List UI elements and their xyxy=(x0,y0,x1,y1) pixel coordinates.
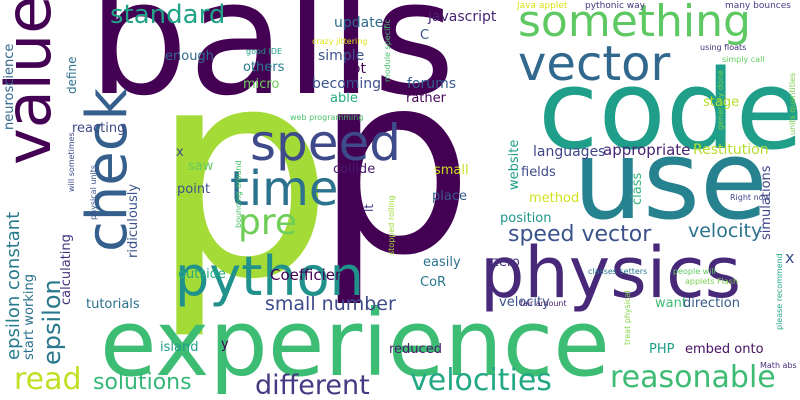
word-module-specific: module specific xyxy=(383,19,392,82)
word-please-recommend: please recommend xyxy=(775,253,784,330)
word-define: define xyxy=(65,56,79,94)
word-code: code xyxy=(538,46,800,174)
word-velocity: velocity xyxy=(688,220,763,242)
word-cor: CoR xyxy=(420,275,447,290)
word-languages: languages xyxy=(533,144,606,160)
word-people-will: people will xyxy=(673,267,716,276)
word-fields: fields xyxy=(521,165,556,180)
word-outside: outside xyxy=(178,267,226,282)
word-java-applet: Java applet xyxy=(517,1,568,11)
word-direction: direction xyxy=(683,296,740,311)
word-small: small xyxy=(434,163,469,178)
word-want: want xyxy=(655,296,687,311)
word-point: point xyxy=(177,182,211,197)
word-time: time xyxy=(230,161,339,217)
word-embed-onto: embed onto xyxy=(685,342,764,357)
word-lot: lot xyxy=(348,61,366,77)
word-reasonable: reasonable xyxy=(610,360,776,395)
word-speed-vector: speed vector xyxy=(508,222,652,247)
word-fair-amount: fair amount xyxy=(520,299,567,308)
word-something: something xyxy=(518,0,751,47)
word-speed: speed xyxy=(250,114,402,172)
word-python: python xyxy=(175,245,364,308)
word-different: different xyxy=(255,370,370,400)
word-collide: collide xyxy=(333,162,376,177)
word-saw: saw xyxy=(188,159,214,174)
word-coefficient: Coefficient xyxy=(270,266,351,284)
word-reacting: reacting xyxy=(72,121,126,136)
word-use: use xyxy=(573,116,768,244)
word-physical-units: physical units xyxy=(89,164,98,220)
word-stage: stage xyxy=(703,95,740,110)
word-many-bounces: many bounces xyxy=(725,1,791,11)
word-p-purple: p xyxy=(315,19,474,310)
word-others: others xyxy=(243,60,285,75)
word-pythonic-way: pythonic way xyxy=(585,1,645,11)
word-update: update xyxy=(334,15,384,31)
word-experience: experience xyxy=(100,290,610,397)
word-php: PHP xyxy=(649,342,675,357)
word-bouncing-around: bouncing around xyxy=(234,160,243,228)
word-stopped-rolling: stopped rolling xyxy=(387,195,396,255)
word-x-right: x xyxy=(785,248,795,267)
word-treat-physical: treat physical xyxy=(623,290,632,345)
word-good-ide: good IDE xyxy=(246,47,283,56)
word-easily: easily xyxy=(423,255,461,270)
word-class: class xyxy=(630,172,645,205)
word-simulations: simulations xyxy=(759,165,774,240)
word-crazy-jittering: crazy jittering xyxy=(312,37,368,46)
word-zero: zero xyxy=(492,255,520,270)
word-restitution: Restitution xyxy=(693,142,769,158)
word-y: y xyxy=(221,337,229,352)
word-forums: forums xyxy=(407,76,457,92)
word-will-sometimes: will sometimes xyxy=(67,132,76,192)
word-ridiculously: ridiculously xyxy=(126,183,141,258)
word-island: island xyxy=(160,340,199,355)
word-units-quantities: units quantities xyxy=(788,72,797,135)
word-epsilon-constant: epsilon constant xyxy=(3,211,24,360)
word-enough: enough xyxy=(165,49,214,64)
word-method: method xyxy=(529,191,580,206)
word-applets-flash: applets Flash xyxy=(685,277,739,286)
word-pre: pre xyxy=(238,202,298,243)
word-calculating: calculating xyxy=(59,234,74,305)
word-standard: standard xyxy=(110,0,226,30)
word-simple: simple xyxy=(318,48,365,64)
word-x-left: x xyxy=(176,145,184,160)
word-website: website xyxy=(507,139,522,190)
word-balls: balls xyxy=(88,0,456,131)
word-tutorials: tutorials xyxy=(86,297,140,312)
word-rather: rather xyxy=(406,91,446,106)
word-right-now: Right now xyxy=(730,193,771,202)
word-web-programming: web programming xyxy=(290,113,364,122)
word-able: able xyxy=(330,91,358,106)
word-appropriate: appropriate xyxy=(603,141,691,159)
word-micro: micro xyxy=(243,77,280,92)
word-using-floats: using floats xyxy=(700,43,747,52)
word-javascript: javascript xyxy=(428,9,497,25)
word-start-working: start working xyxy=(22,274,37,360)
word-small-number: small number xyxy=(265,293,396,315)
word-generally-done: generally done xyxy=(716,70,725,130)
word-reduced: reduced xyxy=(389,342,442,357)
word-place: place xyxy=(432,189,467,204)
word-position: position xyxy=(500,211,552,226)
word-velocities: velocities xyxy=(410,363,552,398)
word-lt: lt xyxy=(362,203,376,212)
word-math-abs: Math abs xyxy=(760,361,797,370)
word-velocity-small: velocity xyxy=(499,295,550,310)
word-simply-call: simply call xyxy=(722,55,765,64)
word-vector: vector xyxy=(518,36,671,92)
word-c: C xyxy=(420,28,430,43)
word-p-green: p xyxy=(150,6,335,343)
word-neuroscience: neuroscience xyxy=(2,43,17,130)
word-physics: physics xyxy=(480,232,742,314)
word-classes-setters: classes setters xyxy=(588,267,648,276)
word-read: read xyxy=(14,362,82,397)
word-solutions: solutions xyxy=(93,370,192,395)
word-becoming: becoming xyxy=(312,76,382,92)
